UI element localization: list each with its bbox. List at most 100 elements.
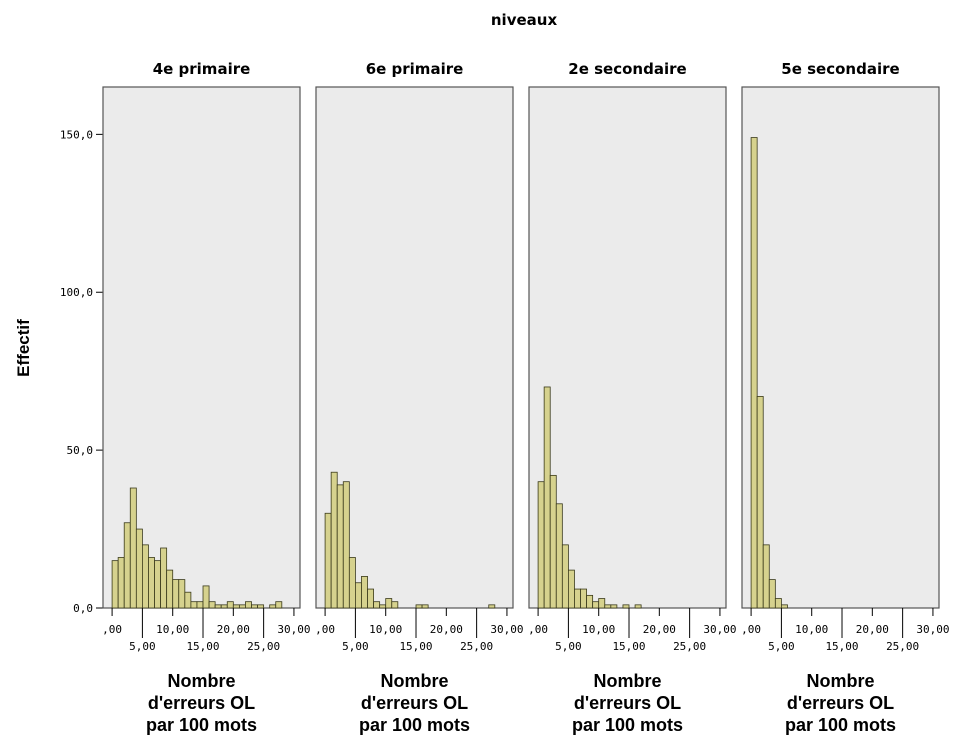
x-tick-label: 10,00 (795, 623, 828, 636)
histogram-bar (622, 604, 630, 609)
x-tick-label: 25,00 (673, 640, 706, 653)
x-tick-label: 10,00 (156, 623, 189, 636)
histogram-bar (586, 594, 594, 609)
y-tick-label: 100,0 (60, 286, 93, 299)
histogram-bar (251, 604, 258, 609)
histogram-bar (750, 137, 758, 609)
histogram-bar (385, 598, 393, 609)
panel-1: 6e primaire ,00 10,00 20,00 30,00 5,00 15,00 25… (315, 60, 523, 735)
histogram-bar (141, 544, 149, 609)
histogram-bar (226, 601, 234, 609)
histogram-bar (367, 588, 374, 609)
histogram-bar (330, 471, 338, 609)
x-axis-label: d'erreurs OL (787, 693, 894, 713)
x-axis-label: Nombre (593, 671, 661, 691)
histogram-bar (117, 557, 125, 609)
x-axis-label: d'erreurs OL (574, 693, 681, 713)
chart-title: niveaux (491, 11, 558, 29)
panels: 4e primaire ,00 10,00 20,00 30,00 5,00 15,00 25… (102, 60, 949, 735)
histogram-bar (768, 579, 776, 609)
x-axis-label: par 100 mots (359, 715, 470, 735)
x-tick-label: 5,00 (555, 640, 582, 653)
x-axis-label: par 100 mots (572, 715, 683, 735)
histogram-bar (123, 522, 131, 609)
histogram-bar (245, 601, 252, 609)
histogram-bar (184, 591, 192, 609)
x-axis-label: Nombre (167, 671, 235, 691)
histogram-bar (208, 601, 216, 609)
x-tick-label: 10,00 (369, 623, 402, 636)
histogram-bar (568, 569, 575, 609)
histogram-bar (348, 557, 356, 609)
histogram-bar (154, 560, 161, 609)
histogram-bar (202, 585, 210, 609)
histogram-bar (421, 604, 429, 609)
histogram-bar (781, 604, 788, 609)
histogram-bar (361, 576, 368, 609)
x-tick-label: 15,00 (825, 640, 858, 653)
histogram-bar (592, 601, 600, 609)
histogram-bar (762, 544, 770, 609)
x-tick-label: 15,00 (186, 640, 219, 653)
x-tick-label: 5,00 (768, 640, 795, 653)
histogram-bar (756, 396, 764, 609)
x-axis-label: d'erreurs OL (361, 693, 468, 713)
histogram-bar (580, 588, 587, 609)
histogram-bar (574, 588, 581, 609)
panel-3: 5e secondaire ,00 10,00 20,00 30,00 5,00 15,00… (741, 60, 949, 735)
panel-title: 2e secondaire (568, 60, 686, 78)
histogram-bar (135, 528, 143, 609)
histogram-bar (610, 604, 618, 609)
histogram-bar (214, 604, 222, 609)
panel-frame (741, 86, 940, 609)
histogram-bar (129, 487, 137, 609)
histogram-bar (172, 579, 180, 609)
x-tick-label: 20,00 (430, 623, 463, 636)
histogram-bar (238, 604, 246, 609)
x-axis-label: par 100 mots (785, 715, 896, 735)
histogram-bar (190, 601, 198, 609)
histogram-bar (220, 604, 228, 609)
x-tick-label: 20,00 (217, 623, 250, 636)
histogram-bar (561, 544, 569, 609)
histogram-bar (543, 386, 551, 609)
histogram-bar (336, 484, 344, 609)
histogram-bar (634, 604, 642, 609)
histogram-bar (111, 560, 119, 609)
y-axis: 0,0 50,0 100,0 150,0 (60, 128, 103, 615)
histogram-bar (379, 604, 387, 609)
histogram-bar (342, 481, 350, 609)
x-axis-label: par 100 mots (146, 715, 257, 735)
x-tick-label: 30,00 (916, 623, 949, 636)
x-tick-label: 5,00 (342, 640, 369, 653)
x-tick-label: 15,00 (399, 640, 432, 653)
x-tick-label: 25,00 (886, 640, 919, 653)
x-tick-label: 20,00 (856, 623, 889, 636)
x-tick-label: ,00 (528, 623, 548, 636)
panel-title: 6e primaire (366, 60, 464, 78)
histogram-bar (275, 601, 283, 609)
histogram-bar (324, 512, 332, 609)
x-tick-label: 15,00 (612, 640, 645, 653)
x-tick-label: 30,00 (277, 623, 310, 636)
x-tick-label: 30,00 (490, 623, 523, 636)
y-tick-label: 0,0 (73, 602, 93, 615)
x-tick-label: ,00 (315, 623, 335, 636)
histogram-bar (391, 601, 399, 609)
x-tick-label: 10,00 (582, 623, 615, 636)
x-tick-label: 25,00 (247, 640, 280, 653)
histogram-bar (148, 557, 155, 609)
histogram-bar (269, 604, 277, 609)
x-axis-label: Nombre (380, 671, 448, 691)
x-tick-label: 30,00 (703, 623, 736, 636)
y-tick-label: 150,0 (60, 128, 93, 141)
histogram-bar (604, 604, 612, 609)
histogram-bar (257, 604, 265, 609)
panel-2: 2e secondaire ,00 10,00 20,00 30,00 5,00 15,00… (528, 60, 736, 735)
x-tick-label: 5,00 (129, 640, 156, 653)
panel-title: 5e secondaire (781, 60, 899, 78)
y-axis-label: Effectif (14, 319, 33, 377)
histogram-bar (354, 582, 362, 609)
histogram-bar (166, 569, 174, 609)
